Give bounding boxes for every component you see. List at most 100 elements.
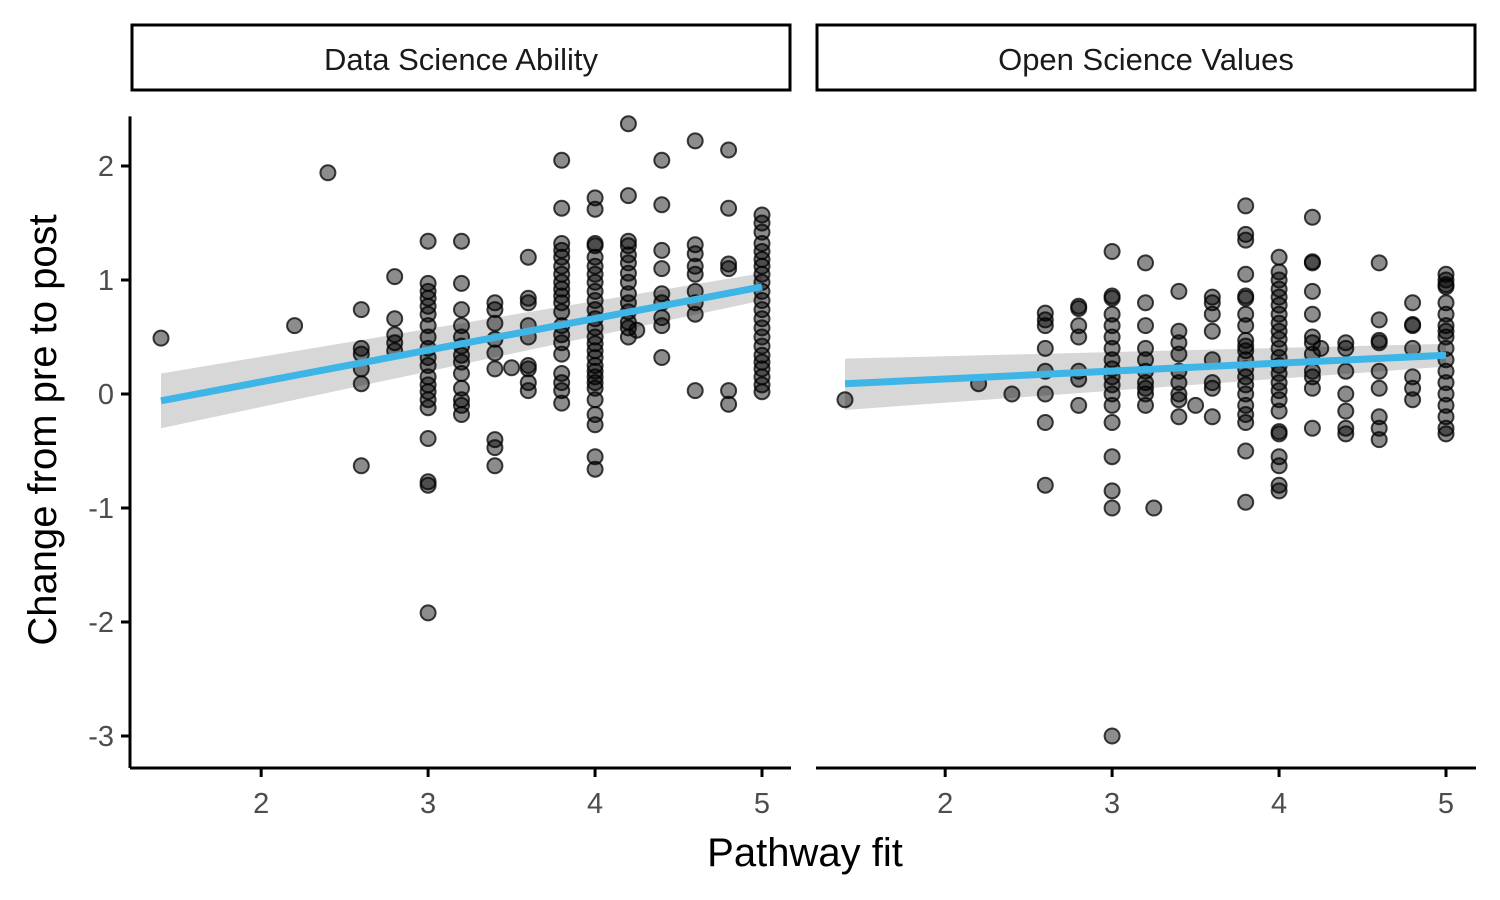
y-tick-label: -2 <box>88 607 114 639</box>
data-point <box>720 382 738 400</box>
data-point <box>1237 305 1255 323</box>
data-point <box>686 132 704 150</box>
data-point <box>1370 379 1388 397</box>
data-point <box>553 199 571 217</box>
data-point <box>1170 345 1188 363</box>
data-point <box>1203 322 1221 340</box>
data-point <box>1303 419 1321 437</box>
data-point <box>453 232 470 250</box>
y-tick-label: 1 <box>98 265 114 297</box>
data-point <box>1103 448 1121 466</box>
data-point <box>453 379 470 397</box>
data-point <box>1070 317 1088 335</box>
data-point <box>1337 339 1355 357</box>
data-point <box>486 439 504 457</box>
data-point <box>1303 334 1321 352</box>
data-point <box>1203 294 1221 312</box>
data-point <box>1036 339 1054 357</box>
data-point <box>619 273 637 291</box>
data-point <box>653 241 671 259</box>
panel-open-science-values: Open Science Values <box>815 23 1477 745</box>
y-axis-title: Change from pre to post <box>21 214 65 645</box>
data-point <box>1103 339 1121 357</box>
data-point <box>352 457 370 475</box>
data-point <box>419 232 437 250</box>
data-point <box>1437 317 1455 335</box>
data-point <box>586 416 604 434</box>
data-point <box>486 301 504 319</box>
data-point <box>1337 425 1355 443</box>
data-point <box>1303 368 1321 386</box>
x-tick-label: 3 <box>420 788 436 820</box>
data-point <box>1270 457 1288 475</box>
data-point <box>1303 282 1321 300</box>
data-point <box>720 141 738 159</box>
data-point <box>486 344 504 362</box>
strip-box-data-science-ability <box>130 23 792 92</box>
data-point <box>419 604 437 622</box>
data-point <box>720 260 738 278</box>
panel-data-science-ability: Data Science Ability <box>130 23 792 622</box>
data-point <box>419 305 437 323</box>
data-point <box>1437 278 1455 296</box>
data-point <box>1103 396 1121 414</box>
data-point <box>1070 328 1088 346</box>
data-point <box>586 368 604 386</box>
data-point <box>1437 328 1455 346</box>
data-point <box>1103 243 1121 260</box>
data-point <box>1237 197 1255 215</box>
data-point <box>586 357 604 374</box>
data-point <box>453 317 470 335</box>
data-point <box>1337 402 1355 420</box>
y-tick-label: 0 <box>98 379 114 411</box>
x-tick-label: 4 <box>1271 788 1287 820</box>
data-point <box>653 260 671 278</box>
data-point <box>1437 408 1455 426</box>
data-point <box>1437 322 1455 340</box>
data-point <box>1137 317 1154 335</box>
data-point <box>1203 408 1221 426</box>
data-point <box>619 115 637 133</box>
data-point <box>1137 254 1154 272</box>
data-point <box>1437 374 1455 392</box>
data-point <box>1370 408 1388 426</box>
data-point <box>1437 385 1455 403</box>
x-tick-label: 2 <box>253 788 269 820</box>
data-point <box>586 379 604 397</box>
data-point <box>453 301 470 319</box>
data-point <box>586 460 604 478</box>
y-tick-label: -1 <box>88 493 114 525</box>
data-point <box>720 395 738 413</box>
data-point <box>619 232 637 250</box>
data-point <box>628 321 646 339</box>
data-point <box>1337 419 1355 437</box>
data-point <box>553 151 571 169</box>
strip-box-open-science-values <box>815 23 1477 92</box>
data-point <box>1270 248 1288 266</box>
data-point <box>1203 379 1221 397</box>
data-point <box>1237 493 1255 511</box>
data-point <box>1103 727 1121 745</box>
data-point <box>553 382 571 400</box>
data-point <box>1337 362 1355 380</box>
strip-title-data-science-ability: Data Science Ability <box>324 42 598 77</box>
data-point <box>419 430 437 447</box>
x-tick-label: 5 <box>754 788 770 820</box>
data-point <box>619 187 637 205</box>
data-point <box>1437 396 1455 414</box>
data-point <box>1070 300 1088 317</box>
data-point <box>1404 379 1422 397</box>
data-point <box>1170 391 1188 409</box>
data-point <box>1370 431 1388 449</box>
data-point <box>1137 374 1154 392</box>
data-point <box>653 349 671 366</box>
data-point <box>419 328 437 346</box>
data-point <box>1437 305 1455 323</box>
data-point <box>1170 385 1188 403</box>
data-point <box>1137 294 1154 312</box>
data-point <box>586 200 604 218</box>
data-point <box>586 374 604 392</box>
data-point <box>1337 385 1355 403</box>
